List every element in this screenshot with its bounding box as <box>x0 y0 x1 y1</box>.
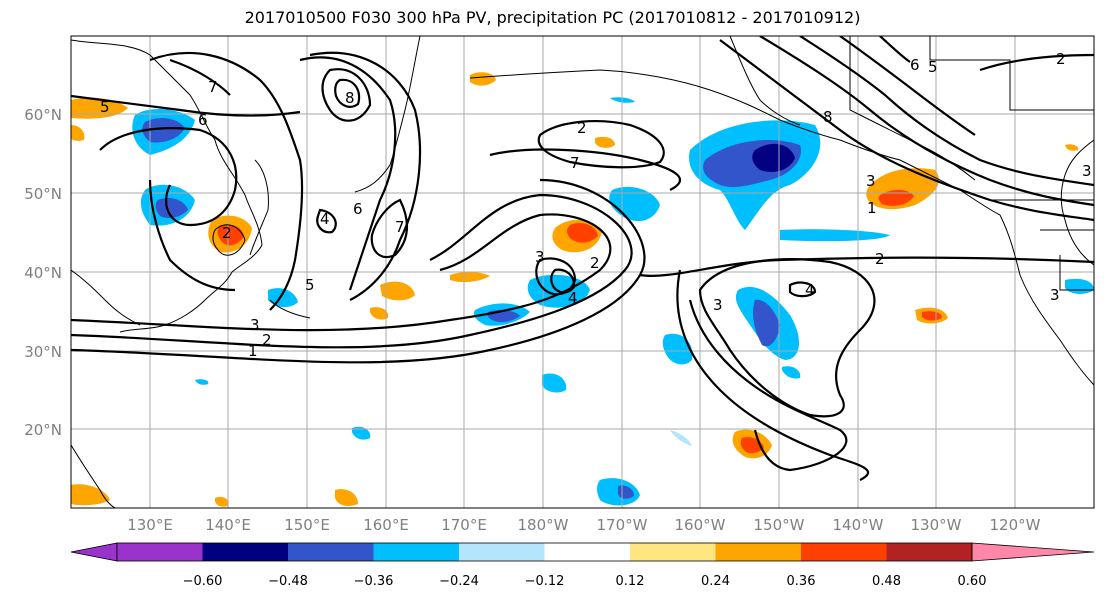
contour-label: 6 <box>910 56 920 74</box>
lon-label: 140°E <box>205 516 251 534</box>
contour-label: 2 <box>262 331 272 349</box>
contour-label: 8 <box>345 89 355 107</box>
contour-label: 5 <box>100 98 110 116</box>
colorbar-max-extend <box>971 542 1095 562</box>
contour-label: 2 <box>875 250 885 268</box>
colorbar-segment <box>117 543 203 561</box>
contour-label: 2 <box>1056 50 1066 68</box>
lat-label: 20°N <box>24 421 62 439</box>
contour-label: 1 <box>867 199 877 217</box>
colorbar-labels: −0.60 −0.48 −0.36 −0.24 −0.12 0.12 0.24 … <box>183 574 987 589</box>
colorbar-segment <box>373 543 459 561</box>
pv-contours <box>71 36 1094 481</box>
map-frame <box>70 35 1095 509</box>
lat-label: 60°N <box>24 106 62 124</box>
longitude-labels: 130°E 140°E 150°E 160°E 170°E 180°W 170°… <box>127 516 1040 534</box>
colorbar-label: 0.48 <box>872 574 901 589</box>
colorbar-label: −0.36 <box>354 574 394 589</box>
colorbar-segment <box>544 543 630 561</box>
contour-label: 7 <box>395 218 405 236</box>
contour-label: 7 <box>208 78 218 96</box>
lon-label: 170°W <box>597 516 648 534</box>
colorbar-segment <box>715 543 801 561</box>
contour-label: 1 <box>248 342 258 360</box>
lon-label: 140°W <box>833 516 884 534</box>
colorbar-label: 0.60 <box>958 574 987 589</box>
graticule <box>71 36 1094 508</box>
contour-label: 3 <box>866 172 876 190</box>
precip-shading <box>71 72 1094 507</box>
contour-label: 3 <box>535 248 545 266</box>
lon-label: 130°E <box>127 516 173 534</box>
colorbar-segment <box>202 543 288 561</box>
contour-label: 7 <box>570 154 580 172</box>
latitude-labels: 60°N 50°N 40°N 30°N 20°N <box>24 106 62 439</box>
lat-label: 50°N <box>24 185 62 203</box>
colorbar-label: 0.12 <box>616 574 645 589</box>
lon-label: 150°W <box>754 516 805 534</box>
colorbar-segment <box>630 543 716 561</box>
contour-label: 3 <box>1050 286 1060 304</box>
coastlines <box>71 36 1094 508</box>
colorbar-label: −0.60 <box>183 574 223 589</box>
colorbar-label: −0.24 <box>439 574 479 589</box>
colorbar-frame <box>116 542 973 562</box>
contour-label: 4 <box>805 281 815 299</box>
contour-labels: 5 6 7 8 2 4 7 6 5 3 2 1 2 7 2 3 4 2 3 4 … <box>100 50 1092 360</box>
contour-label: 8 <box>823 108 833 126</box>
lon-label: 130°W <box>911 516 962 534</box>
lat-label: 30°N <box>24 343 62 361</box>
colorbar-segment <box>801 543 887 561</box>
lon-label: 160°E <box>363 516 409 534</box>
lat-label: 40°N <box>24 264 62 282</box>
contour-label: 3 <box>250 316 260 334</box>
contour-label: 2 <box>222 224 232 242</box>
colorbar-label: 0.36 <box>787 574 816 589</box>
lon-label: 170°E <box>441 516 487 534</box>
contour-label: 2 <box>590 254 600 272</box>
colorbar-label: −0.12 <box>525 574 565 589</box>
lon-label: 160°W <box>675 516 726 534</box>
colorbar-segment <box>459 543 545 561</box>
contour-label: 2 <box>577 119 587 137</box>
contour-label: 5 <box>928 58 938 76</box>
contour-label: 3 <box>1082 162 1092 180</box>
contour-label: 5 <box>305 276 315 294</box>
colorbar-min-extend <box>70 542 118 562</box>
contour-label: 4 <box>320 210 330 228</box>
lon-label: 120°W <box>990 516 1041 534</box>
lon-label: 150°E <box>284 516 330 534</box>
colorbar-label: 0.24 <box>701 574 730 589</box>
lon-label: 180°W <box>518 516 569 534</box>
colorbar-label: −0.48 <box>268 574 308 589</box>
contour-label: 6 <box>353 200 363 218</box>
contour-label: 4 <box>568 289 578 307</box>
colorbar-segment <box>886 543 972 561</box>
contour-label: 3 <box>713 296 723 314</box>
colorbar: −0.60 −0.48 −0.36 −0.24 −0.12 0.12 0.24 … <box>70 542 1095 589</box>
map-title: 2017010500 F030 300 hPa PV, precipitatio… <box>244 8 861 27</box>
colorbar-segment <box>288 543 374 561</box>
contour-label: 6 <box>198 111 208 129</box>
